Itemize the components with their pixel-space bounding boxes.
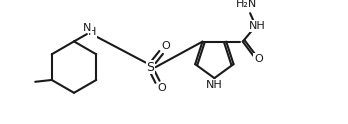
Text: N: N bbox=[83, 23, 91, 33]
Text: NH: NH bbox=[206, 80, 223, 90]
Text: O: O bbox=[158, 83, 166, 93]
Text: NH: NH bbox=[249, 21, 266, 31]
Text: H₂N: H₂N bbox=[236, 0, 257, 9]
Text: O: O bbox=[254, 54, 263, 64]
Text: S: S bbox=[146, 61, 154, 74]
Text: H: H bbox=[88, 27, 96, 37]
Text: O: O bbox=[161, 41, 170, 51]
